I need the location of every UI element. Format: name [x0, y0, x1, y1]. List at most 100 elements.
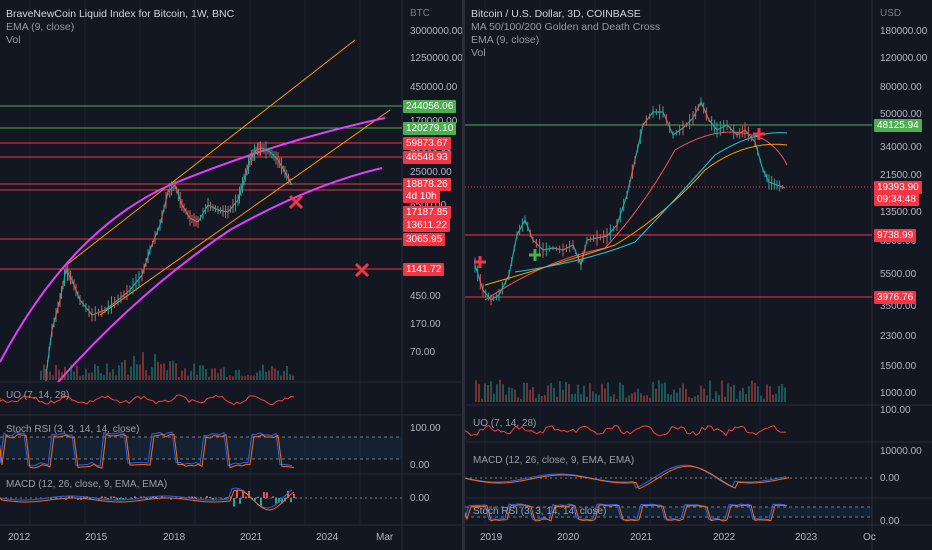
right-ema-label[interactable]: EMA (9, close) [471, 34, 540, 46]
macd-histogram-bar [65, 498, 67, 500]
right-price-tag[interactable]: 48125.94 [874, 119, 922, 132]
left-axis-tick: 3000000.00 [410, 26, 462, 37]
volume-bar [196, 374, 198, 380]
volume-bar [640, 393, 642, 402]
right-time-label: 2020 [557, 532, 580, 543]
right-uo-label[interactable]: UO (7, 14, 28) [473, 418, 537, 429]
volume-bar [565, 381, 567, 402]
volume-bar [61, 372, 63, 380]
right-vol-label[interactable]: Vol [471, 47, 486, 59]
volume-bar [679, 387, 681, 402]
left-price-tag[interactable]: 18878.26 [403, 178, 451, 191]
volume-bar [658, 380, 660, 402]
cross-marker [354, 262, 370, 278]
right-time-label: 2021 [630, 532, 653, 543]
right-chart-canvas[interactable] [465, 0, 932, 550]
volume-bar [76, 365, 78, 380]
volume-bar [121, 362, 123, 380]
right-ma-label[interactable]: MA 50/100/200 Golden and Death Cross [471, 21, 661, 33]
volume-bar [616, 398, 618, 402]
right-price-tag[interactable]: 9738.99 [874, 229, 917, 242]
macd-histogram-bar [257, 496, 259, 498]
left-uo-label[interactable]: UO (7, 14, 28) [6, 390, 70, 401]
left-stoch-label[interactable]: Stoch RSI (3, 3, 14, 14, close) [6, 424, 140, 435]
left-macd-label[interactable]: MACD (12, 26, close, 9, EMA, EMA) [6, 479, 168, 490]
left-vol-label[interactable]: Vol [6, 34, 21, 46]
volume-bar [157, 361, 159, 380]
volume-bar [253, 375, 255, 380]
volume-bar [514, 389, 516, 402]
volume-bar [223, 367, 225, 380]
left-price-tag[interactable]: 46548.93 [403, 151, 451, 164]
volume-bar [268, 370, 270, 380]
left-symbol-title[interactable]: BraveNewCoin Liquid Index for Bitcoin, 1… [6, 8, 235, 20]
right-price-tag[interactable]: 19393.90 [874, 181, 922, 194]
macd-histogram-bar [266, 492, 268, 498]
volume-bar [646, 395, 648, 402]
left-price-tag[interactable]: 244056.06 [403, 100, 457, 113]
macd-histogram-bar [71, 496, 73, 498]
right-stoch-label[interactable]: Stoch RSI (3, 3, 14, 14, close) [473, 506, 607, 517]
macd-histogram-bar [272, 496, 274, 498]
macd-histogram-bar [134, 496, 136, 498]
volume-bar [256, 372, 258, 380]
volume-bar [292, 375, 294, 380]
left-price-tag[interactable]: 1141.72 [403, 263, 445, 276]
left-chart-canvas[interactable] [0, 0, 462, 550]
volume-bar [736, 398, 738, 402]
volume-bar [475, 380, 477, 402]
volume-bar [613, 394, 615, 402]
left-price-tag[interactable]: 13611.22 [403, 219, 450, 232]
volume-bar [742, 388, 744, 402]
macd-histogram-bar [215, 497, 217, 498]
volume-bar [148, 375, 150, 380]
right-symbol-title[interactable]: Bitcoin / U.S. Dollar, 3D, COINBASE [471, 8, 641, 20]
macd-histogram-bar [281, 498, 283, 504]
volume-bar [58, 369, 60, 380]
left-price-tag[interactable]: 59873.67 [403, 137, 451, 150]
volume-bar [274, 368, 276, 380]
volume-bar [481, 398, 483, 402]
right-axis-tick: 2300.00 [880, 331, 917, 342]
volume-bar [109, 372, 111, 380]
volume-bar [760, 395, 762, 402]
volume-bar [199, 365, 201, 380]
right-price-tag[interactable]: 09:34:48 [874, 193, 919, 206]
left-price-tag[interactable]: 4d 10h [403, 190, 440, 203]
volume-bar [73, 371, 75, 380]
volume-bar [700, 385, 702, 402]
volume-bar [175, 363, 177, 380]
left-axis-tick: 6500.00 [410, 200, 446, 211]
volume-bar [496, 384, 498, 402]
volume-bar [541, 395, 543, 402]
left-ema-label[interactable]: EMA (9, close) [6, 21, 75, 33]
volume-bar [622, 384, 624, 402]
volume-bar [247, 374, 249, 380]
volume-bar [634, 392, 636, 402]
right-macd-tick-0: 0.00 [880, 473, 900, 484]
left-price-tag[interactable]: 3065.95 [403, 233, 446, 246]
right-macd-label[interactable]: MACD (12, 26, close, 9, EMA, EMA) [473, 455, 635, 466]
left-price-tag[interactable]: 120279.10 [403, 122, 457, 135]
right-time-label: 2019 [480, 532, 503, 543]
volume-bar [484, 383, 486, 402]
volume-bar [628, 395, 630, 402]
left-chart-pane[interactable]: BraveNewCoin Liquid Index for Bitcoin, 1… [0, 0, 462, 550]
volume-bar [655, 388, 657, 402]
volume-bar [586, 396, 588, 402]
left-axis-tick: 70.00 [410, 347, 436, 358]
volume-bar [184, 368, 186, 380]
volume-bar [691, 397, 693, 402]
volume-bar [661, 383, 663, 402]
right-time-label: Oc [863, 532, 876, 543]
volume-bar [244, 375, 246, 380]
volume-bar [508, 387, 510, 402]
left-price-tag[interactable]: 17187.85 [403, 206, 451, 219]
right-price-tag[interactable]: 3976.76 [874, 291, 917, 304]
right-chart-pane[interactable]: Bitcoin / U.S. Dollar, 3D, COINBASE MA 5… [465, 0, 932, 550]
right-stoch-tick-0: 0.00 [880, 516, 900, 527]
pane-divider[interactable] [462, 0, 465, 550]
left-stoch-tick-100: 100.00 [410, 423, 441, 434]
volume-bar [115, 375, 117, 380]
macd-histogram-bar [194, 496, 196, 498]
